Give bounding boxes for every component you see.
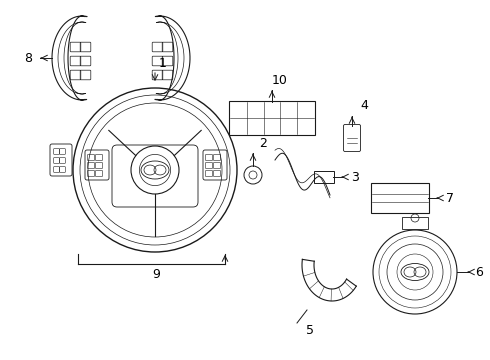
Text: 5: 5 bbox=[306, 324, 314, 337]
Text: 3: 3 bbox=[351, 171, 359, 184]
Text: 9: 9 bbox=[152, 267, 160, 280]
Text: 6: 6 bbox=[475, 266, 483, 279]
Text: 4: 4 bbox=[360, 99, 368, 112]
Text: 1: 1 bbox=[159, 57, 167, 69]
Text: 8: 8 bbox=[24, 51, 32, 64]
Text: 10: 10 bbox=[272, 73, 288, 86]
Text: 2: 2 bbox=[259, 136, 267, 149]
Text: 7: 7 bbox=[446, 192, 454, 204]
